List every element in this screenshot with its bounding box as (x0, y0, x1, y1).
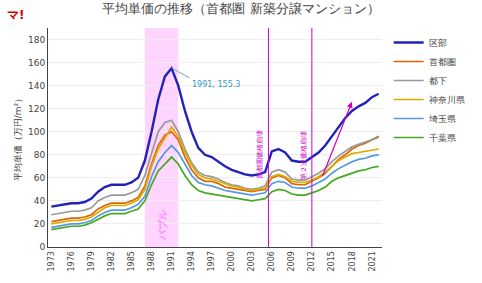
svg-text:120: 120 (28, 104, 45, 114)
svg-text:140: 140 (28, 81, 45, 91)
svg-text:埼玉県: 埼玉県 (428, 114, 456, 124)
svg-text:1982: 1982 (107, 251, 116, 271)
svg-text:平均単価（万円/m²）: 平均単価（万円/m²） (13, 94, 23, 181)
svg-text:20: 20 (34, 219, 46, 229)
svg-text:2009: 2009 (287, 251, 296, 271)
svg-text:1997: 1997 (207, 251, 216, 271)
svg-text:2006: 2006 (267, 251, 276, 271)
svg-text:第２次価格崩壊: 第２次価格崩壊 (300, 131, 308, 180)
svg-text:2012: 2012 (307, 251, 316, 271)
svg-text:1985: 1985 (127, 251, 136, 271)
svg-text:千葉県: 千葉県 (429, 133, 456, 143)
svg-text:160: 160 (28, 58, 45, 68)
svg-text:80: 80 (34, 150, 46, 160)
svg-text:1973: 1973 (47, 251, 56, 271)
svg-text:40: 40 (34, 196, 46, 206)
svg-text:バブル: バブル (157, 209, 168, 241)
svg-text:1991, 155.3: 1991, 155.3 (192, 80, 240, 89)
svg-text:マ!: マ! (7, 8, 24, 22)
svg-text:1979: 1979 (87, 251, 96, 271)
svg-text:2000: 2000 (227, 251, 236, 271)
svg-text:1991: 1991 (167, 251, 176, 271)
svg-text:首都圏: 首都圏 (429, 57, 456, 67)
svg-text:神奈川県: 神奈川県 (429, 95, 465, 105)
svg-text:2015: 2015 (328, 251, 337, 271)
svg-text:2018: 2018 (348, 251, 357, 271)
svg-text:2003: 2003 (247, 251, 256, 271)
svg-text:1988: 1988 (147, 251, 156, 271)
svg-text:100: 100 (28, 127, 45, 137)
svg-text:都下: 都下 (429, 76, 447, 86)
svg-text:首都圏価格崩壊: 首都圏価格崩壊 (256, 130, 264, 179)
svg-text:0: 0 (39, 242, 45, 252)
svg-text:1994: 1994 (187, 251, 196, 271)
svg-text:1976: 1976 (67, 251, 76, 271)
svg-text:180: 180 (28, 35, 45, 45)
svg-text:60: 60 (34, 173, 46, 183)
svg-text:2021: 2021 (368, 251, 377, 271)
svg-text:区部: 区部 (429, 38, 447, 48)
svg-text:平均単価の推移（首都圏 新築分譲マンション）: 平均単価の推移（首都圏 新築分譲マンション） (102, 1, 379, 16)
